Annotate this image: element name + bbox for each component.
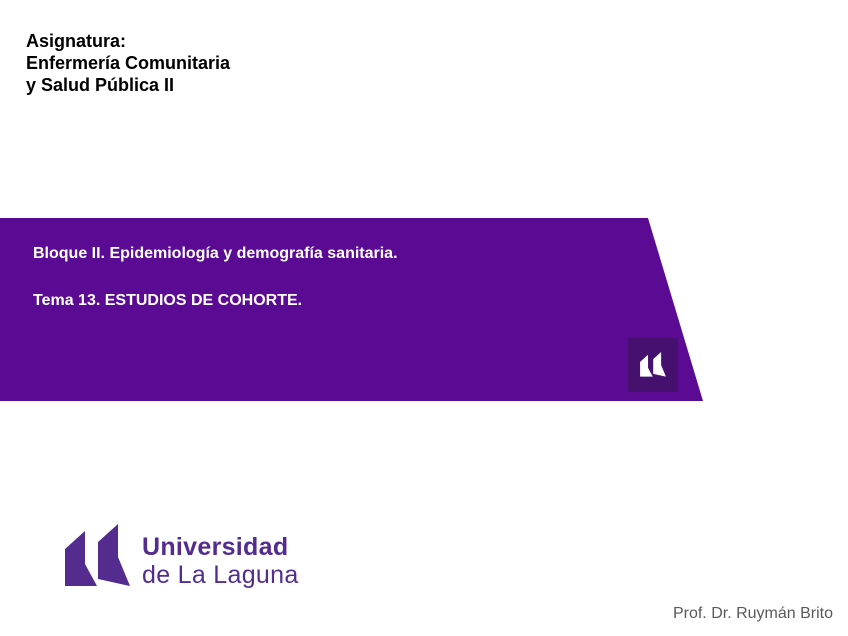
- course-header: Asignatura: Enfermería Comunitaria y Sal…: [26, 30, 230, 96]
- banner-block-line: Bloque II. Epidemiología y demografía sa…: [33, 245, 398, 262]
- banner-topic-line: Tema 13. ESTUDIOS DE COHORTE.: [33, 292, 303, 309]
- title-banner: Bloque II. Epidemiología y demografía sa…: [0, 218, 703, 401]
- university-wordmark: Universidad de La Laguna: [142, 533, 299, 589]
- author-credit: Prof. Dr. Ruymán Brito: [672, 605, 833, 622]
- university-logo: Universidad de La Laguna: [65, 524, 299, 597]
- university-name-line1: Universidad: [142, 532, 289, 561]
- banner-text: Bloque II. Epidemiología y demografía sa…: [33, 244, 398, 311]
- ull-double-l-icon: [640, 351, 666, 379]
- course-name-line1: Enfermería Comunitaria: [26, 53, 231, 73]
- ull-double-l-icon: [65, 524, 130, 597]
- university-name-line2: de La Laguna: [142, 560, 299, 589]
- course-label: Asignatura:: [26, 31, 127, 51]
- course-name-line2: y Salud Pública II: [26, 75, 175, 95]
- banner-logo-square: [628, 338, 678, 392]
